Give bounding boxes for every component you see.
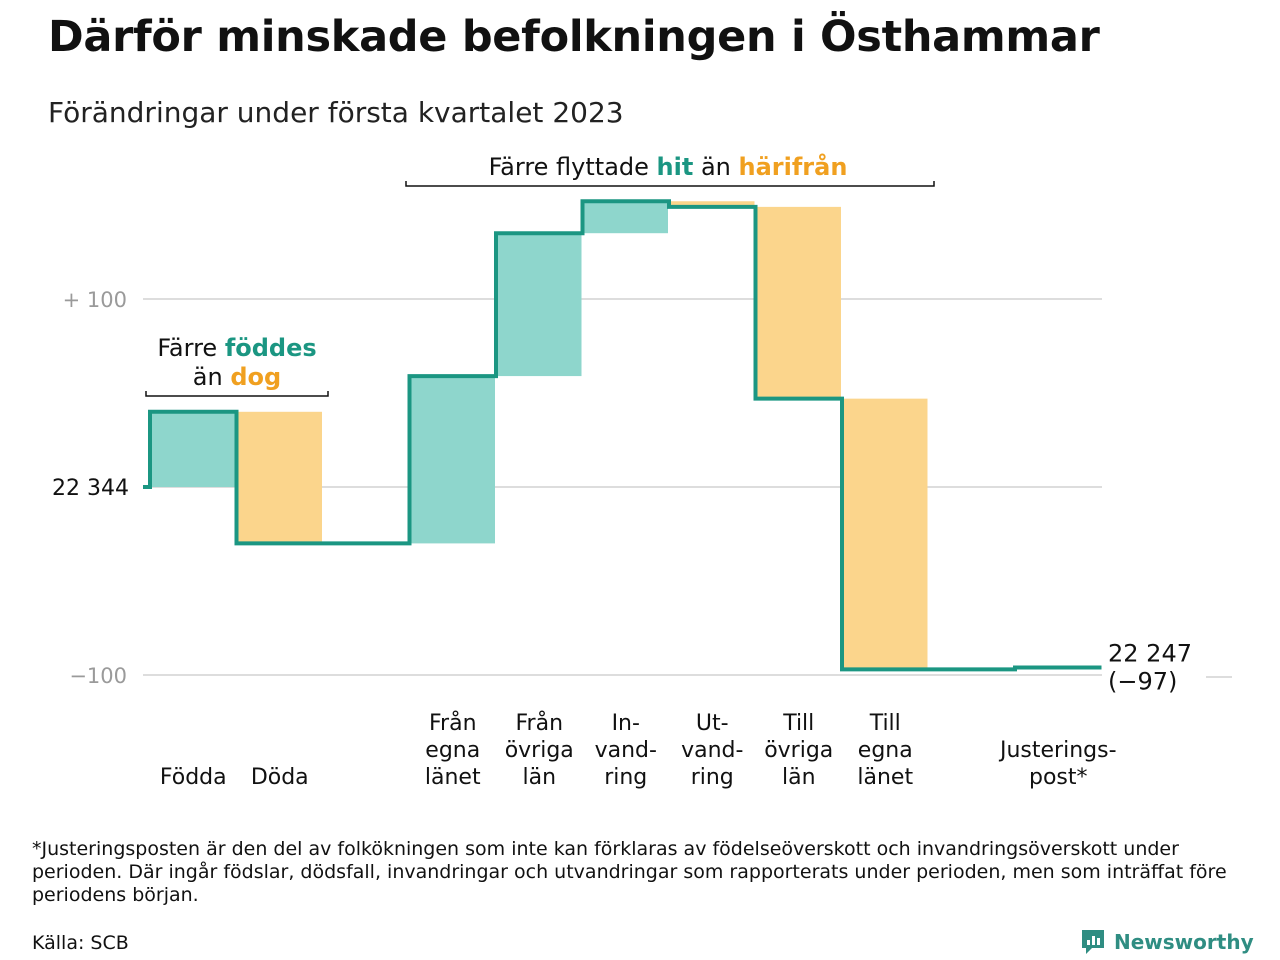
bar-outflow (237, 411, 322, 544)
brand-logo: Newsworthy (1080, 928, 1254, 956)
annotation-migration-segment: Färre flyttade (489, 153, 657, 181)
end-value-label: 22 247 (1108, 639, 1192, 667)
bar-outflow (756, 206, 841, 399)
annotation-births-segment: än (193, 363, 231, 391)
category-label: län (782, 765, 816, 790)
category-label: Från (429, 710, 477, 736)
annotation-births-segment: föddes (225, 334, 317, 362)
category-label: Justerings- (998, 738, 1117, 763)
category-label: Ut- (696, 711, 729, 736)
category-label: egna (425, 738, 480, 763)
bracket-migration (405, 181, 935, 187)
bar-inflow (583, 201, 668, 234)
category-label: län (522, 765, 556, 790)
category-label: ring (604, 765, 647, 790)
start-value-label: 22 344 (52, 476, 129, 501)
end-change-label: (−97) (1108, 667, 1177, 695)
bar-outflow (843, 398, 928, 670)
annotation-births-segment: dog (230, 363, 281, 391)
category-label: länet (425, 765, 481, 790)
category-label: länet (857, 765, 913, 790)
bracket-births (145, 391, 329, 397)
category-label: Från (515, 710, 563, 736)
y-tick-label: + 100 (63, 288, 127, 312)
category-label: post* (1029, 765, 1088, 790)
category-label: Döda (251, 765, 309, 790)
category-label: vand- (595, 738, 657, 763)
annotation-migration-line: Färre flyttade hit än härifrån (489, 152, 848, 181)
bar-inflow (497, 233, 582, 377)
source-note: Källa: SCB (32, 932, 129, 954)
brand-name: Newsworthy (1114, 930, 1254, 954)
annotation-births-line: Färre föddes (157, 334, 316, 362)
annotation-migration-segment: än (693, 153, 738, 181)
chart-subtitle: Förändringar under första kvartalet 2023 (48, 96, 624, 129)
category-label: övriga (505, 738, 574, 763)
category-label: Födda (160, 765, 227, 790)
bar-inflow (151, 411, 236, 487)
category-label: In- (612, 711, 640, 736)
chart-title: Därför minskade befolkningen i Östhammar (48, 12, 1100, 62)
category-label: egna (858, 738, 913, 763)
annotation-births-line: än dog (193, 363, 281, 391)
annotation-migration-segment: härifrån (739, 152, 848, 181)
newsworthy-logo-icon (1082, 930, 1104, 954)
category-label: ring (691, 765, 734, 790)
cumulative-step-line (143, 199, 1102, 672)
bar-inflow (410, 376, 495, 544)
annotation-migration-segment: hit (657, 153, 694, 181)
annotation-births-segment: Färre (157, 334, 225, 362)
category-label: vand- (681, 738, 743, 763)
category-label: övriga (764, 738, 833, 763)
footnote: *Justeringsposten är den del av folkökni… (32, 838, 1227, 906)
y-tick-label: −100 (69, 664, 127, 688)
bar-outflow (670, 201, 755, 207)
category-label: Till (782, 711, 814, 736)
category-label: Till (869, 711, 901, 736)
